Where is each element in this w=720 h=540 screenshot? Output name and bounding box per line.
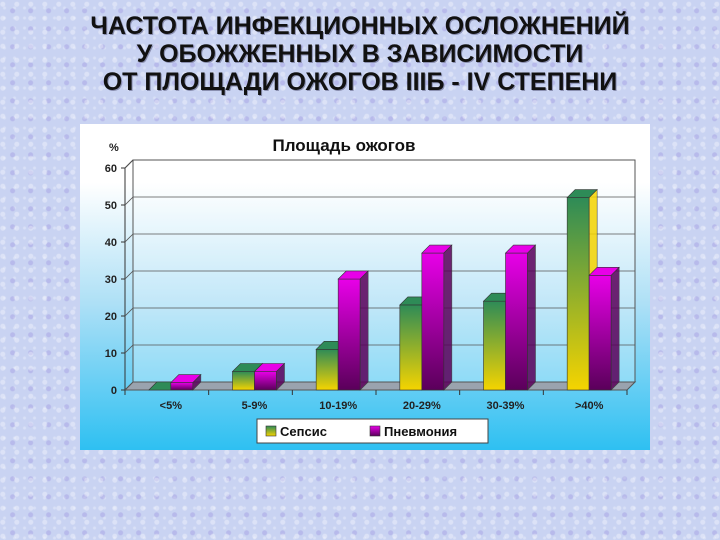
y-tick-label: 60 xyxy=(105,163,117,175)
y-tick-label: 40 xyxy=(105,237,117,249)
slide-title: ЧАСТОТА ИНФЕКЦИОННЫХ ОСЛОЖНЕНИЙ У ОБОЖЖЕ… xyxy=(0,12,720,96)
bar-side xyxy=(610,266,620,391)
title-line-3: ОТ ПЛОЩАДИ ОЖОГОВ IIIБ - IV СТЕПЕНИ xyxy=(102,68,618,96)
bar-front xyxy=(483,300,506,391)
gridline xyxy=(124,159,134,169)
plot-floor xyxy=(123,381,637,391)
bar-side xyxy=(443,244,453,391)
x-tick-label: 20-29% xyxy=(403,400,441,412)
y-tick-label: 20 xyxy=(105,311,117,323)
gridline xyxy=(124,381,134,391)
y-tick-label: 30 xyxy=(105,274,117,286)
legend: Сепсис Пневмония xyxy=(256,418,489,444)
x-tick-label: 5-9% xyxy=(242,400,268,412)
y-tick-label: 0 xyxy=(111,385,117,397)
bar-front xyxy=(566,197,590,391)
bar-front xyxy=(254,371,277,391)
bar-front xyxy=(170,382,194,391)
gridline xyxy=(124,233,134,243)
bar-front xyxy=(399,304,423,391)
chart-title: Площадь ожогов xyxy=(272,136,415,155)
title-line-2: У ОБОЖЖЕННЫХ В ЗАВИСИМОСТИ xyxy=(136,40,584,68)
legend-label: Пневмония xyxy=(384,424,457,439)
bar-side xyxy=(359,270,369,391)
gridline xyxy=(124,344,134,354)
bar-side xyxy=(276,362,285,391)
x-tick-label: 30-39% xyxy=(487,400,525,412)
bar-chart: 0 10 20 30 40 50 60% Площадь ожогов <5% 5-9% 10-19… xyxy=(105,136,637,444)
x-tick-label: <5% xyxy=(160,400,183,412)
legend-swatch xyxy=(265,425,277,437)
legend-label: Сепсис xyxy=(280,424,327,439)
x-tick-label: 10-19% xyxy=(319,400,357,412)
bar-front xyxy=(315,349,339,391)
bar-side xyxy=(527,244,536,391)
bar-front xyxy=(232,371,255,391)
bar-front xyxy=(505,252,528,391)
gridline xyxy=(124,196,134,206)
y-axis-label: % xyxy=(109,142,119,154)
gridline xyxy=(124,270,134,280)
title-line-1: ЧАСТОТА ИНФЕКЦИОННЫХ ОСЛОЖНЕНИЙ xyxy=(90,12,630,40)
bar-front xyxy=(337,278,361,391)
y-tick-label: 50 xyxy=(105,200,117,212)
bar-side xyxy=(192,373,202,391)
chart-panel: 0 10 20 30 40 50 60% Площадь ожогов <5% 5-9% 10-19… xyxy=(80,124,650,450)
bar-front xyxy=(421,252,445,391)
legend-swatch xyxy=(369,425,381,437)
y-tick-label: 10 xyxy=(105,348,117,360)
x-tick-label: >40% xyxy=(575,400,604,412)
bar-front xyxy=(588,275,612,391)
gridline xyxy=(124,307,134,317)
